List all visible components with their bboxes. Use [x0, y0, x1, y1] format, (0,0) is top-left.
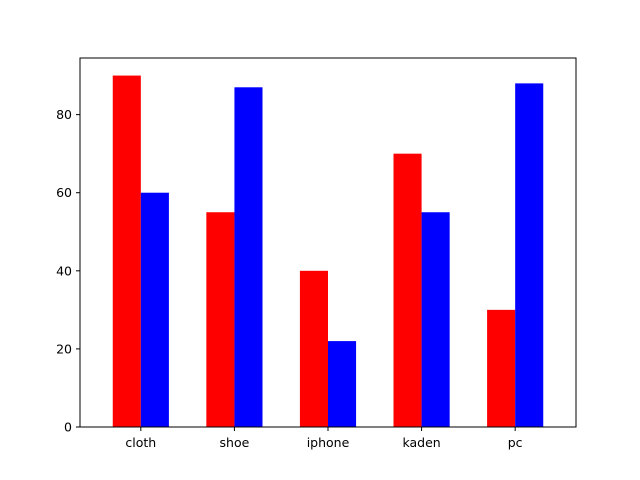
x-tick-label-kaden: kaden [402, 435, 440, 450]
x-tick-label-shoe: shoe [220, 435, 250, 450]
bar-cloth-series-2 [140, 192, 169, 427]
bar-shoe-series-2 [234, 87, 263, 427]
bar-pc-series-2 [515, 83, 544, 427]
bar-kaden-series-1 [393, 153, 422, 428]
bars-group [112, 75, 544, 428]
x-tick-label-pc: pc [508, 435, 523, 450]
y-tick-label: 0 [64, 420, 72, 435]
bar-shoe-series-1 [206, 212, 235, 427]
bar-iphone-series-2 [328, 341, 357, 427]
bar-iphone-series-1 [299, 270, 328, 427]
y-tick-label: 40 [56, 263, 72, 278]
y-tick-label: 60 [56, 185, 72, 200]
y-tick-label: 20 [56, 341, 72, 356]
bar-cloth-series-1 [112, 75, 141, 427]
bar-pc-series-1 [487, 309, 516, 427]
y-axis: 0 20 40 60 80 [56, 107, 80, 435]
x-tick-label-iphone: iphone [307, 435, 350, 450]
bar-kaden-series-2 [421, 212, 450, 427]
x-tick-label-cloth: cloth [125, 435, 156, 450]
x-axis: cloth shoe iphone kaden pc [125, 427, 523, 450]
y-tick-label: 80 [56, 107, 72, 122]
